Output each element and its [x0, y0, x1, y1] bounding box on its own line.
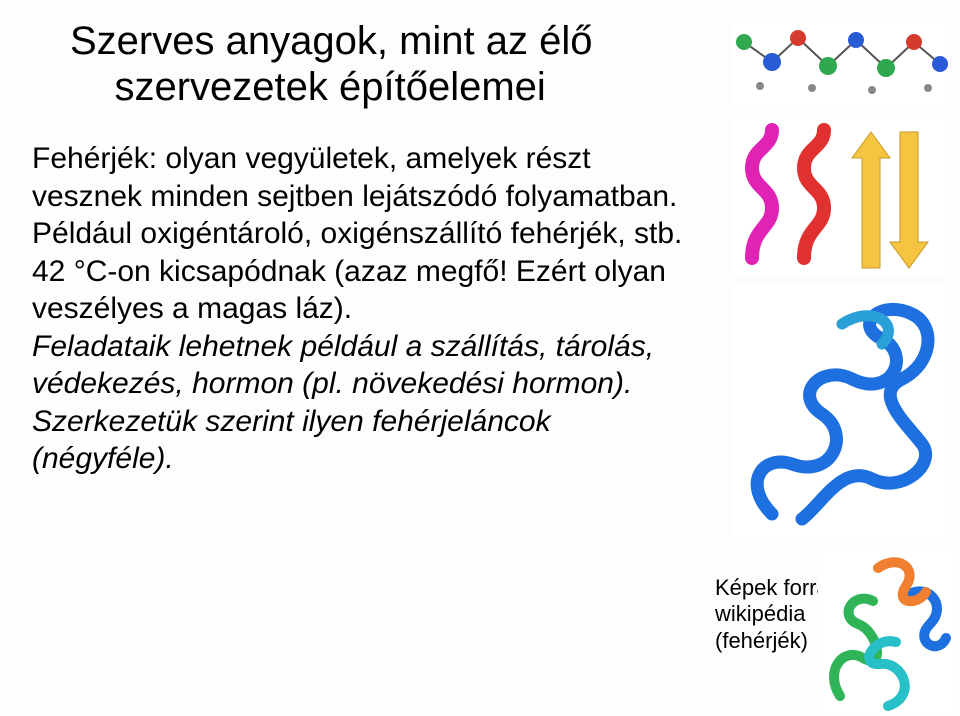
ribbon-secondary-icon [732, 118, 950, 276]
ribbon-quaternary-icon [818, 546, 958, 714]
slide-body: Fehérjék: olyan vegyületek, amelyek rész… [32, 140, 692, 478]
paragraph-1: Fehérjék: olyan vegyületek, amelyek rész… [32, 142, 682, 325]
slide-title: Szerves anyagok, mint az élő szervezetek… [70, 18, 710, 110]
protein-image-quaternary [818, 546, 958, 714]
ribbon-tertiary-icon [732, 284, 950, 538]
protein-image-tertiary [732, 284, 950, 538]
caption-line-3: (fehérjék) [715, 628, 808, 653]
title-line-1: Szerves anyagok, mint az élő [70, 19, 592, 63]
caption-line-2: wikipédia [715, 601, 806, 626]
title-line-2: szervezetek építőelemei [114, 65, 545, 109]
slide: Szerves anyagok, mint az élő szervezetek… [0, 0, 960, 716]
protein-image-secondary [732, 118, 950, 276]
paragraph-2: Feladataik lehetnek például a szállítás,… [32, 330, 654, 476]
protein-image-primary [732, 18, 950, 110]
ballstick-icon [732, 18, 950, 110]
